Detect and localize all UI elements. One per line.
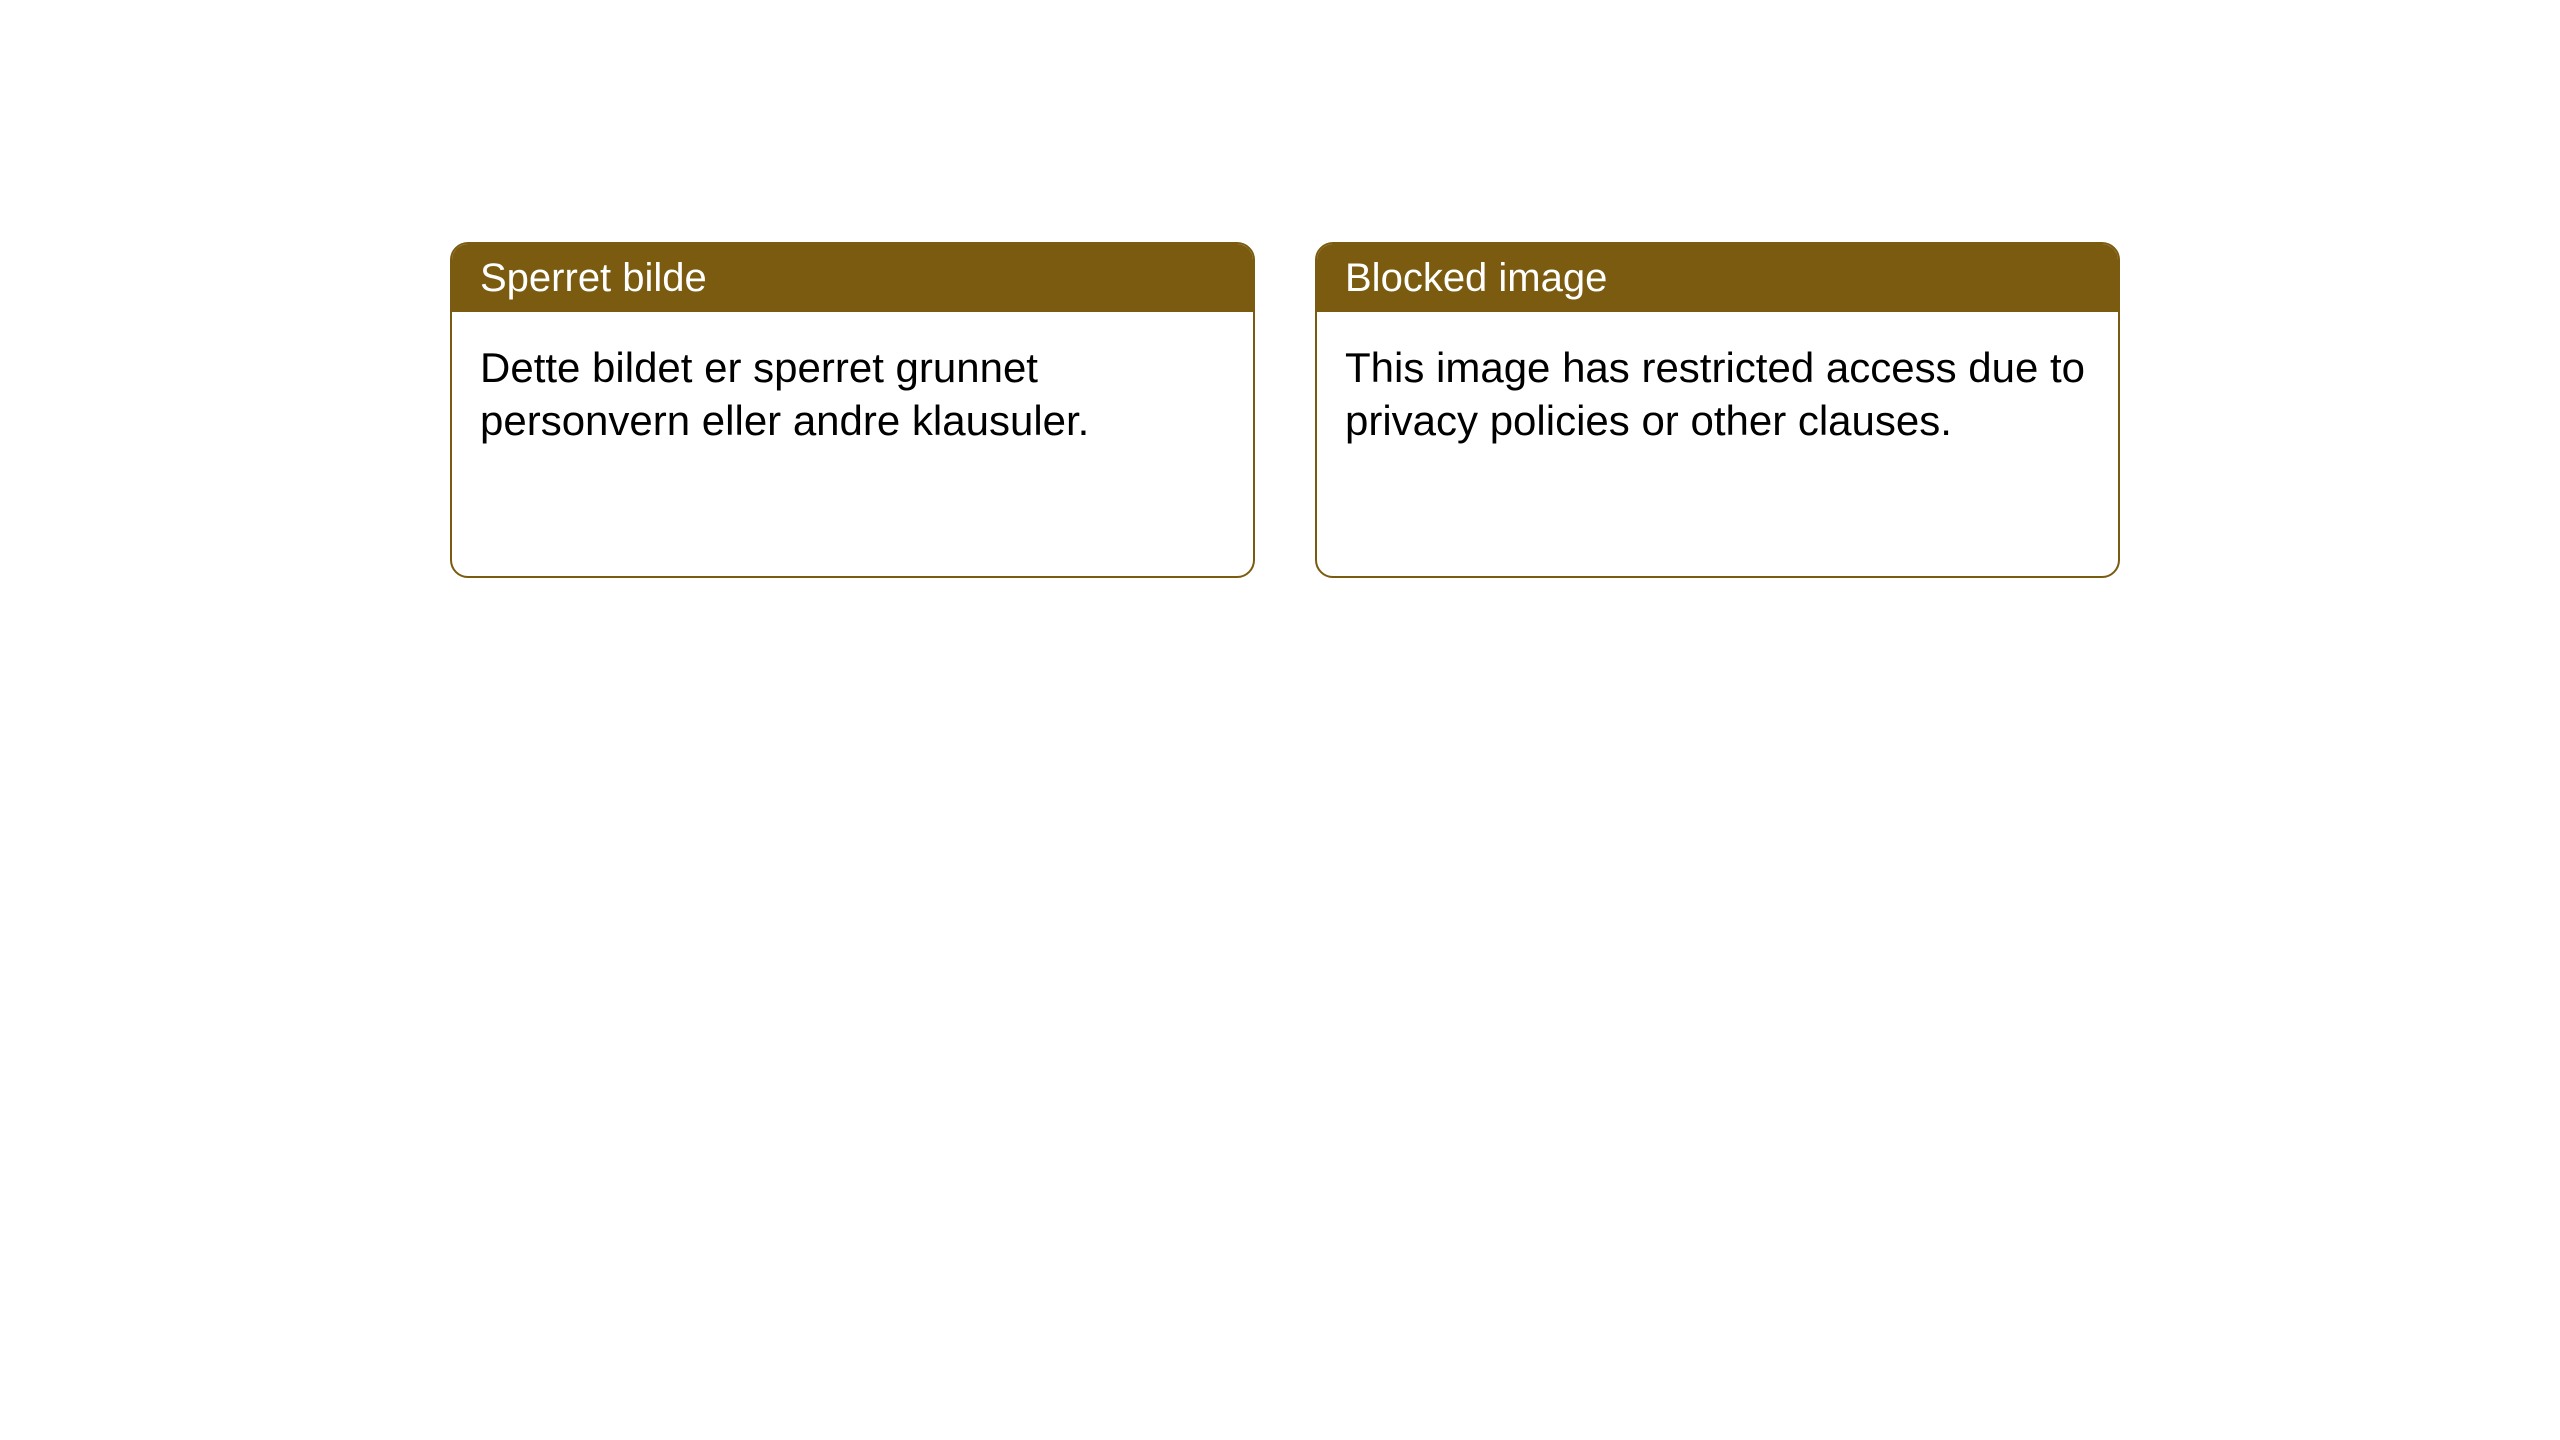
notice-container: Sperret bilde Dette bildet er sperret gr…: [0, 0, 2560, 578]
notice-title-en: Blocked image: [1317, 244, 2118, 312]
notice-card-en: Blocked image This image has restricted …: [1315, 242, 2120, 578]
notice-title-no: Sperret bilde: [452, 244, 1253, 312]
notice-card-no: Sperret bilde Dette bildet er sperret gr…: [450, 242, 1255, 578]
notice-body-no: Dette bildet er sperret grunnet personve…: [452, 312, 1253, 477]
notice-body-en: This image has restricted access due to …: [1317, 312, 2118, 477]
